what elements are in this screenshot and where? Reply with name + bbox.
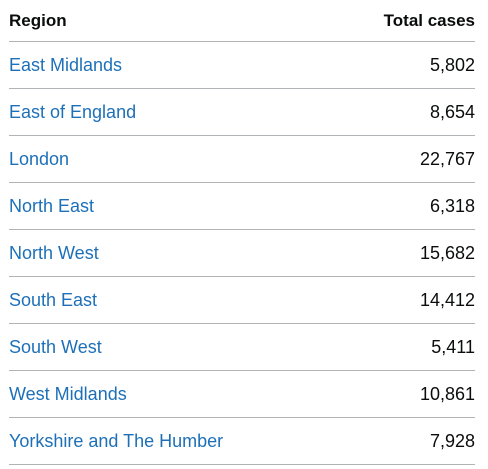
table-header: Region Total cases xyxy=(9,0,475,42)
table-row: North West 15,682 xyxy=(9,229,475,277)
region-link-east-of-england[interactable]: East of England xyxy=(9,101,137,122)
total-cases-cell: 22,767 xyxy=(242,135,475,183)
region-link-yorkshire-and-the-humber[interactable]: Yorkshire and The Humber xyxy=(9,430,224,451)
region-link-east-midlands[interactable]: East Midlands xyxy=(9,54,123,75)
total-cases-cell: 15,682 xyxy=(242,229,475,277)
region-link-south-west[interactable]: South West xyxy=(9,336,102,357)
total-cases-cell: 14,412 xyxy=(242,276,475,324)
table-row: West Midlands 10,861 xyxy=(9,370,475,418)
total-cases-cell: 5,411 xyxy=(242,323,475,371)
table-row: South West 5,411 xyxy=(9,323,475,371)
region-link-north-west[interactable]: North West xyxy=(9,242,99,263)
region-cell: South West xyxy=(9,323,242,371)
total-cases-cell: 8,654 xyxy=(242,88,475,136)
total-cases-cell: 10,861 xyxy=(242,370,475,418)
region-cell: London xyxy=(9,135,242,183)
total-cases-cell: 6,318 xyxy=(242,182,475,230)
table-row: East of England 8,654 xyxy=(9,88,475,136)
region-cell: North East xyxy=(9,182,242,230)
regional-cases-table: Region Total cases East Midlands 5,802 E… xyxy=(9,0,475,465)
total-cases-cell: 5,802 xyxy=(242,41,475,89)
region-cell: Yorkshire and The Humber xyxy=(9,417,242,465)
region-link-north-east[interactable]: North East xyxy=(9,195,95,216)
header-row: Region Total cases xyxy=(9,0,475,42)
region-link-west-midlands[interactable]: West Midlands xyxy=(9,383,127,404)
column-header-region: Region xyxy=(9,0,242,42)
region-cell: North West xyxy=(9,229,242,277)
table-row: North East 6,318 xyxy=(9,182,475,230)
table-row: Yorkshire and The Humber 7,928 xyxy=(9,417,475,465)
region-cell: East of England xyxy=(9,88,242,136)
regional-cases-table-container: Region Total cases East Midlands 5,802 E… xyxy=(9,0,475,465)
column-header-total-cases: Total cases xyxy=(242,0,475,42)
table-row: South East 14,412 xyxy=(9,276,475,324)
table-row: East Midlands 5,802 xyxy=(9,41,475,89)
region-cell: West Midlands xyxy=(9,370,242,418)
region-cell: South East xyxy=(9,276,242,324)
total-cases-cell: 7,928 xyxy=(242,417,475,465)
table-body: East Midlands 5,802 East of England 8,65… xyxy=(9,41,475,465)
region-cell: East Midlands xyxy=(9,41,242,89)
table-row: London 22,767 xyxy=(9,135,475,183)
region-link-london[interactable]: London xyxy=(9,148,70,169)
region-link-south-east[interactable]: South East xyxy=(9,289,98,310)
